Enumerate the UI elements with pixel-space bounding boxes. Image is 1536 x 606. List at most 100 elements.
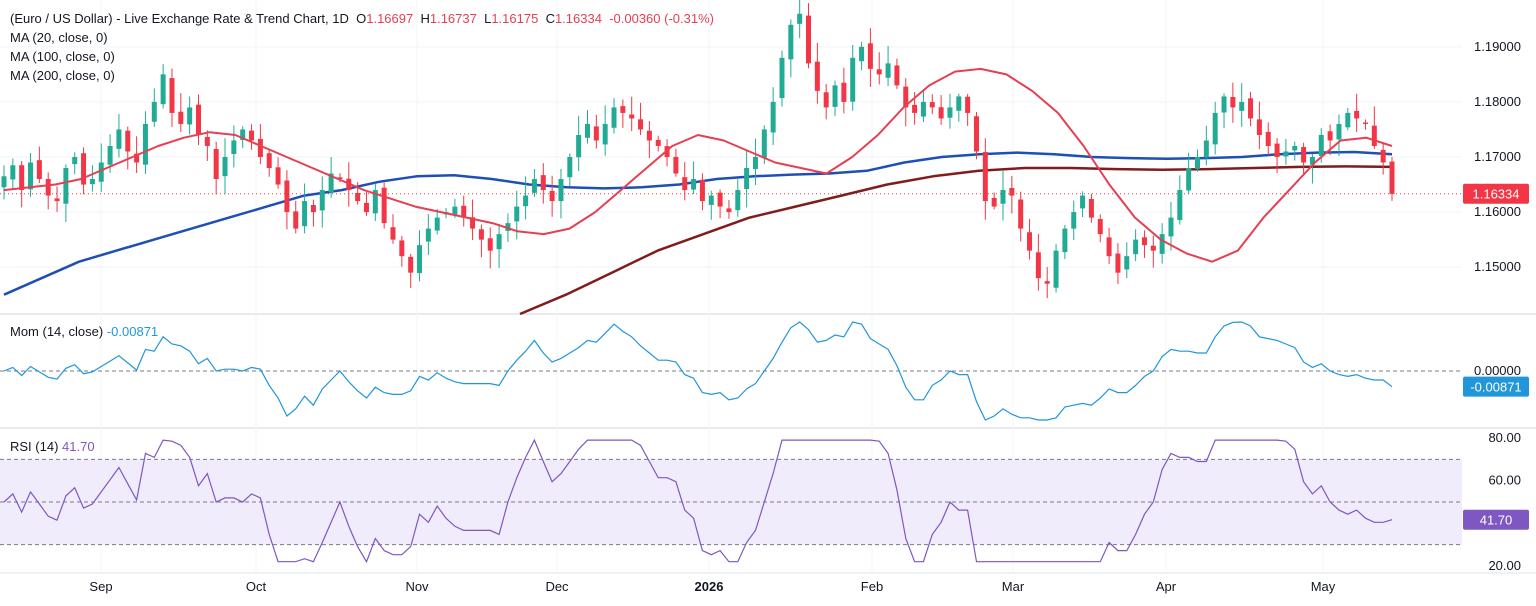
- candle-body: [107, 145, 113, 165]
- candle-body: [602, 123, 608, 145]
- candle-body: [1133, 239, 1139, 255]
- ma100-line: [3, 150, 1393, 296]
- candle-body: [160, 74, 166, 105]
- candle-body: [89, 179, 95, 185]
- last-price-tag: [1463, 183, 1529, 204]
- candle-body: [859, 46, 865, 62]
- candle-body: [567, 157, 573, 178]
- candle-body: [558, 179, 564, 202]
- candle-body: [699, 179, 705, 202]
- x-tick-label: Sep: [89, 579, 112, 594]
- candle-body: [646, 130, 652, 141]
- candle-body: [1159, 234, 1165, 254]
- candle-body: [434, 217, 440, 231]
- candle-body: [611, 107, 617, 128]
- x-tick-label: Dec: [545, 579, 569, 594]
- candle-body: [885, 63, 891, 78]
- candle-body: [779, 57, 785, 99]
- candle-body: [1062, 228, 1068, 253]
- candle-body: [629, 114, 635, 119]
- candle-body: [1071, 212, 1077, 229]
- candle-body: [293, 211, 299, 229]
- momentum-legend[interactable]: Mom (14, close) -0.00871: [10, 324, 158, 339]
- candle-body: [1080, 195, 1086, 209]
- candle-body: [1292, 145, 1298, 151]
- candle-body: [549, 190, 555, 202]
- x-tick-label: Oct: [246, 579, 267, 594]
- candle-body: [1380, 149, 1386, 163]
- candle-body: [1362, 122, 1368, 124]
- candle-body: [991, 197, 997, 207]
- candle-body: [125, 130, 131, 152]
- candle-body: [655, 139, 661, 146]
- candle-body: [363, 202, 369, 213]
- legend-ma100[interactable]: MA (100, close, 0): [10, 49, 115, 64]
- y-tick-label: 1.19000: [1474, 39, 1521, 54]
- candle-body: [1248, 98, 1254, 119]
- candle-body: [1283, 151, 1289, 157]
- candle-body: [894, 65, 900, 86]
- candle-body: [81, 153, 87, 185]
- candle-body: [178, 111, 184, 124]
- rsi-value: 41.70: [62, 439, 95, 454]
- candle-body: [98, 162, 104, 182]
- candle-body: [620, 106, 626, 113]
- candle-body: [823, 92, 829, 108]
- candle-body: [1009, 187, 1015, 196]
- ma200-line: [519, 165, 1393, 316]
- candle-body: [425, 228, 431, 242]
- momentum-value: -0.00871: [106, 324, 159, 339]
- candle-body: [1354, 110, 1360, 119]
- candle-body: [1309, 157, 1315, 165]
- candle-body: [240, 129, 246, 141]
- candle-body: [249, 130, 255, 141]
- legend-ma20[interactable]: MA (20, close, 0): [10, 30, 108, 45]
- candle-body: [982, 152, 988, 202]
- candle-body: [788, 24, 794, 60]
- change-value: -0.00360 (-0.31%): [609, 11, 714, 26]
- candle-body: [478, 229, 484, 240]
- rsi-legend[interactable]: RSI (14) 41.70: [10, 439, 95, 454]
- low-value: 1.16175: [491, 11, 539, 26]
- candle-body: [1195, 157, 1201, 169]
- low-label: L: [484, 11, 492, 26]
- x-tick-label: Mar: [1002, 579, 1025, 594]
- candle-body: [867, 43, 873, 69]
- candle-body: [151, 101, 157, 122]
- y-tick-label: 1.18000: [1474, 94, 1521, 109]
- candle-body: [1088, 199, 1094, 218]
- candle-body: [797, 13, 803, 24]
- legend-ma200[interactable]: MA (200, close, 0): [10, 68, 115, 83]
- momentum-path: [3, 321, 1393, 421]
- candle-body: [1115, 253, 1121, 273]
- candle-body: [1018, 199, 1024, 229]
- x-tick-label: Apr: [1156, 579, 1177, 594]
- candle-body: [1318, 134, 1324, 156]
- candle-body: [231, 140, 237, 155]
- y-tick-label: 1.17000: [1474, 149, 1521, 164]
- candle-body: [1265, 131, 1271, 146]
- candle-body: [691, 179, 697, 190]
- candle-body: [1035, 252, 1041, 279]
- x-tick-label: Feb: [861, 579, 883, 594]
- candle-body: [310, 205, 316, 213]
- candle-body: [355, 192, 361, 202]
- candle-body: [832, 85, 838, 107]
- grid-lines: [0, 0, 1536, 574]
- candle-body: [461, 205, 467, 218]
- candle-body: [45, 179, 51, 196]
- candle-body: [947, 107, 953, 118]
- candle-body: [708, 195, 714, 205]
- candle-body: [726, 208, 732, 213]
- chart-title: (Euro / US Dollar) - Live Exchange Rate …: [10, 11, 349, 26]
- x-tick-label: 2026: [695, 579, 724, 594]
- candle-body: [36, 160, 42, 180]
- last-price-tag-text: 1.16334: [1473, 187, 1520, 202]
- candle-body: [275, 167, 281, 185]
- candle-body: [142, 123, 148, 165]
- candle-body: [222, 157, 228, 177]
- candle-body: [302, 201, 308, 227]
- rsi-path: [3, 438, 1393, 564]
- candle-body: [1, 176, 7, 188]
